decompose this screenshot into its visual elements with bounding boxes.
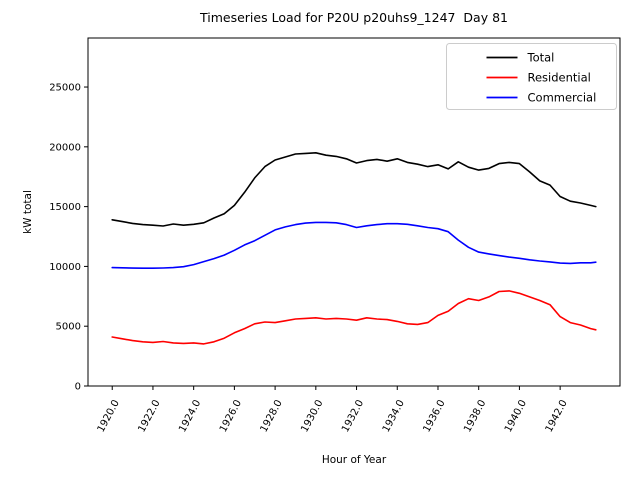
plot-frame <box>87 37 621 387</box>
y-tick-label: 15000 <box>49 202 81 213</box>
y-tick-label: 0 <box>75 382 81 393</box>
legend: Total Residential Commercial <box>446 43 617 110</box>
legend-box <box>446 43 617 110</box>
plot-border <box>87 37 621 387</box>
x-tick-label: 1920.0 <box>96 398 122 434</box>
y-axis-ticks: 0 5000 10000 15000 20000 25000 <box>49 83 88 393</box>
series-line-residential <box>111 290 597 345</box>
y-tick-label: 10000 <box>49 262 81 273</box>
x-tick-label: 1942.0 <box>544 398 570 434</box>
chart-title: Timeseries Load for P20U p20uhs9_1247 Da… <box>199 10 508 25</box>
x-tick-label: 1936.0 <box>421 398 447 434</box>
legend-label-residential: Residential <box>528 71 591 85</box>
x-tick-label: 1930.0 <box>299 398 325 434</box>
x-tick-label: 1938.0 <box>462 398 488 434</box>
x-axis-ticks: 1920.0 1922.0 1924.0 1926.0 1928.0 1930.0 1932… <box>96 386 570 434</box>
x-tick-label: 1922.0 <box>136 398 162 434</box>
y-axis-label: kW total <box>22 190 34 234</box>
y-tick-label: 20000 <box>49 142 81 153</box>
series-line-commercial <box>111 221 597 270</box>
x-tick-label: 1940.0 <box>503 398 529 434</box>
x-tick-label: 1934.0 <box>381 398 407 434</box>
series-line-total <box>111 152 597 227</box>
x-tick-label: 1924.0 <box>177 398 203 434</box>
legend-label-total: Total <box>527 51 555 65</box>
plot-series <box>111 152 597 345</box>
legend-label-commercial: Commercial <box>528 91 597 105</box>
x-axis-label: Hour of Year <box>322 454 387 466</box>
x-tick-label: 1926.0 <box>218 398 244 434</box>
y-tick-label: 5000 <box>56 322 81 333</box>
y-tick-label: 25000 <box>49 83 81 94</box>
x-tick-label: 1932.0 <box>340 398 366 434</box>
x-tick-label: 1928.0 <box>259 398 285 434</box>
